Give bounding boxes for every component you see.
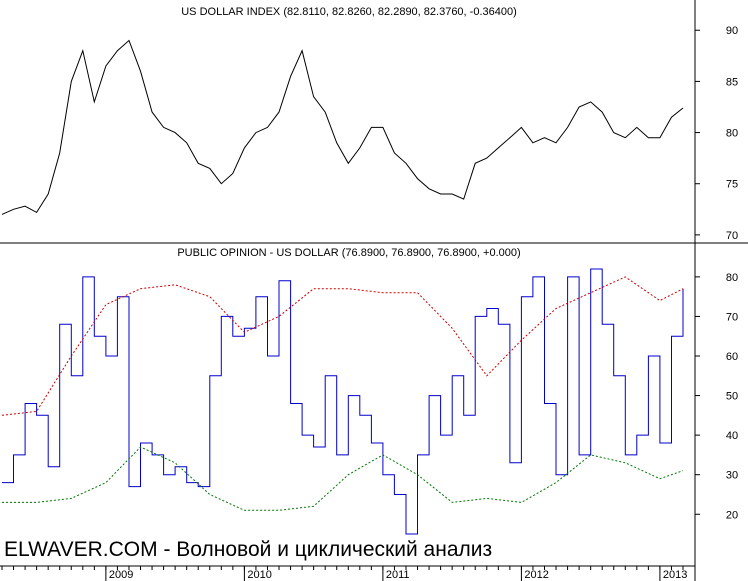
x-year-label: 2010 [247, 569, 271, 581]
sentiment-y-tick-label: 20 [726, 509, 738, 521]
price-panel: US DOLLAR INDEX (82.8110, 82.8260, 82.28… [1, 6, 738, 242]
lower-band-line [2, 446, 684, 511]
dollar-index-line [1, 39, 684, 215]
x-year-label: 2009 [109, 569, 133, 581]
sentiment-y-tick-label: 80 [726, 272, 738, 284]
price-y-tick-label: 90 [726, 25, 738, 37]
sentiment-series [1, 268, 684, 535]
sentiment-panel-title: PUBLIC OPINION - US DOLLAR (76.8900, 76.… [177, 247, 520, 259]
sentiment-y-axis: 20 30 40 50 60 70 80 [695, 272, 738, 521]
x-axis: 2009 2010 2011 2012 2013 [0, 565, 695, 581]
sentiment-y-tick-label: 40 [726, 430, 738, 442]
sentiment-y-tick-label: 70 [726, 311, 738, 323]
opinion-line [2, 268, 684, 535]
x-year-label: 2012 [524, 569, 548, 581]
price-y-axis: 70 75 80 85 90 [695, 25, 738, 242]
price-y-tick-label: 80 [726, 128, 738, 140]
price-y-tick-label: 75 [726, 179, 738, 191]
x-year-label: 2013 [663, 569, 687, 581]
price-panel-title: US DOLLAR INDEX (82.8110, 82.8260, 82.28… [181, 6, 517, 18]
x-year-label: 2011 [386, 569, 410, 581]
price-y-tick-label: 70 [726, 230, 738, 242]
watermark: ELWAVER.COM - Волновой и циклический ана… [4, 538, 493, 561]
sentiment-y-tick-label: 50 [726, 391, 738, 403]
sentiment-panel: PUBLIC OPINION - US DOLLAR (76.8900, 76.… [1, 247, 738, 535]
sentiment-y-tick-label: 60 [726, 351, 738, 363]
sentiment-y-tick-label: 30 [726, 470, 738, 482]
price-y-tick-label: 85 [726, 76, 738, 88]
